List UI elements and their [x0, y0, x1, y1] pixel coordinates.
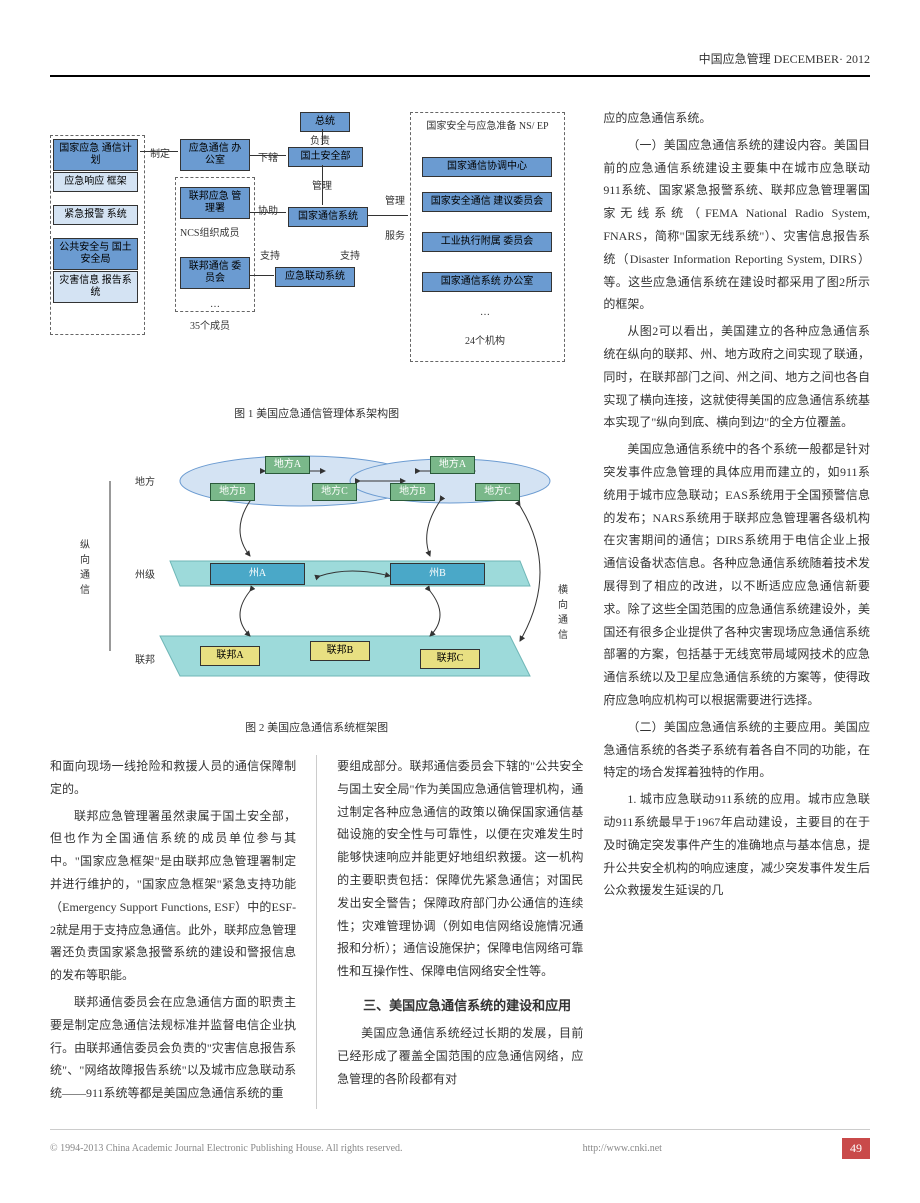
- fig2-label: 州级: [135, 566, 155, 581]
- fig1-box: 国家通信系统: [288, 207, 368, 227]
- fig1-label: 下辖: [258, 149, 278, 164]
- fig2-node: 地方C: [475, 483, 520, 501]
- fig2-node: 地方A: [430, 456, 475, 474]
- fig2-node: 联邦B: [310, 641, 370, 661]
- header-rule: [50, 75, 870, 77]
- fig1-label: 支持: [260, 247, 280, 262]
- paragraph: 联邦通信委员会在应急通信方面的职责主要是制定应急通信法规标准并监督电信企业执行。…: [50, 991, 296, 1105]
- figure-1-diagram: 国家应急 通信计划 应急响应 框架 紧急报警 系统 公共安全与 国土安全局 灾害…: [50, 107, 583, 397]
- fig2-label: 地方: [135, 473, 155, 488]
- figure-2: 地方 州级 联邦 纵向通信 横向通信 地方A 地方B 地方C 地方A 地方B 地…: [50, 441, 583, 735]
- fig2-node: 州B: [390, 563, 485, 585]
- fig2-node: 联邦A: [200, 646, 260, 666]
- copyright-text: © 1994-2013 China Academic Journal Elect…: [50, 1143, 403, 1154]
- text-col-2: 要组成部分。联邦通信委员会下辖的"公共安全与国土安全局"作为美国应急通信管理机构…: [337, 755, 583, 1109]
- fig1-label: 服务: [385, 227, 405, 242]
- figure-2-diagram: 地方 州级 联邦 纵向通信 横向通信 地方A 地方B 地方C 地方A 地方B 地…: [50, 441, 583, 711]
- connector: [368, 215, 408, 216]
- paragraph: 美国应急通信系统中的各个系统一般都是针对突发事件应急管理的具体应用而建立的，如9…: [603, 438, 870, 712]
- fig1-label: 支持: [340, 247, 360, 262]
- column-divider: [316, 755, 317, 1109]
- figure-1-caption: 图 1 美国应急通信管理体系架构图: [50, 405, 583, 421]
- journal-name: 中国应急管理: [699, 52, 771, 66]
- page-container: 中国应急管理 DECEMBER· 2012 国家应急 通信计划 应急响应 框架 …: [0, 0, 920, 1189]
- fig2-label: 纵向通信: [80, 536, 94, 596]
- fig1-box: 公共安全与 国土安全局: [53, 238, 138, 270]
- connector: [250, 155, 286, 156]
- connector: [322, 165, 323, 205]
- fig1-box: 国家通信系统 办公室: [422, 272, 552, 292]
- page-header: 中国应急管理 DECEMBER· 2012: [50, 50, 870, 67]
- fig1-label: NCS组织成员: [180, 224, 239, 239]
- fig1-box: 应急联动系统: [275, 267, 355, 287]
- paragraph: （一）美国应急通信系统的建设内容。美国目前的应急通信系统建设主要集中在城市应急联…: [603, 134, 870, 316]
- fig2-node: 地方A: [265, 456, 310, 474]
- section-heading: 三、美国应急通信系统的建设和应用: [337, 995, 583, 1014]
- fig2-node: 地方B: [210, 483, 255, 501]
- fig1-center-group: [175, 177, 255, 312]
- fig2-node: 地方C: [312, 483, 357, 501]
- fig1-label: 35个成员: [190, 317, 230, 332]
- fig2-node: 联邦C: [420, 649, 480, 669]
- fig1-box: 国家通信协调中心: [422, 157, 552, 177]
- paragraph: 1. 城市应急联动911系统的应用。城市应急联动911系统最早于1967年启动建…: [603, 788, 870, 902]
- fig1-box: 应急通信 办公室: [180, 139, 250, 171]
- fig1-box: 国家应急 通信计划: [53, 139, 138, 171]
- paragraph: 从图2可以看出，美国建立的各种应急通信系统在纵向的联邦、州、地方政府之间实现了联…: [603, 320, 870, 434]
- figure-1: 国家应急 通信计划 应急响应 框架 紧急报警 系统 公共安全与 国土安全局 灾害…: [50, 107, 583, 421]
- fig1-box: 国土安全部: [288, 147, 363, 167]
- paragraph: 和面向现场一线抢险和救援人员的通信保障制定的。: [50, 755, 296, 801]
- fig1-box: 应急响应 框架: [53, 172, 138, 192]
- fig1-box: 国家安全通信 建议委员会: [422, 192, 552, 212]
- text-col-1: 和面向现场一线抢险和救援人员的通信保障制定的。 联邦应急管理署虽然隶属于国土安全…: [50, 755, 296, 1109]
- page-footer: © 1994-2013 China Academic Journal Elect…: [50, 1129, 870, 1159]
- paragraph: 应的应急通信系统。: [603, 107, 870, 130]
- connector: [140, 151, 178, 152]
- connector: [250, 212, 286, 213]
- lower-text-columns: 和面向现场一线抢险和救援人员的通信保障制定的。 联邦应急管理署虽然隶属于国土安全…: [50, 755, 583, 1109]
- fig1-label: 24个机构: [465, 332, 505, 347]
- paragraph: 美国应急通信系统经过长期的发展，目前已经形成了覆盖全国范围的应急通信网络，应急管…: [337, 1022, 583, 1090]
- fig1-label: …: [210, 299, 220, 310]
- connector: [250, 275, 274, 276]
- page-number: 49: [842, 1138, 870, 1159]
- connector: [322, 129, 323, 145]
- fig1-box: 灾害信息 报告系统: [53, 271, 138, 303]
- year: 2012: [846, 52, 870, 66]
- paragraph: 联邦应急管理署虽然隶属于国土安全部，但也作为全国通信系统的成员单位参与其中。"国…: [50, 805, 296, 987]
- fig1-box: 紧急报警 系统: [53, 205, 138, 225]
- footer-url: http://www.cnki.net: [583, 1143, 662, 1154]
- issue: DECEMBER·: [774, 52, 843, 66]
- fig2-svg: [50, 441, 583, 711]
- fig1-label: 制定: [150, 145, 170, 160]
- figure-2-caption: 图 2 美国应急通信系统框架图: [50, 719, 583, 735]
- paragraph: （二）美国应急通信系统的主要应用。美国应急通信系统的各类子系统有着各自不同的功能…: [603, 716, 870, 784]
- fig1-box: 国家安全与应急准备 NS/ EP: [420, 117, 555, 132]
- fig2-node: 州A: [210, 563, 305, 585]
- fig1-label: 协助: [258, 202, 278, 217]
- fig2-node: 地方B: [390, 483, 435, 501]
- fig1-box: 工业执行附属 委员会: [422, 232, 552, 252]
- right-column: 应的应急通信系统。 （一）美国应急通信系统的建设内容。美国目前的应急通信系统建设…: [603, 107, 870, 1109]
- content-area: 国家应急 通信计划 应急响应 框架 紧急报警 系统 公共安全与 国土安全局 灾害…: [50, 107, 870, 1109]
- left-column: 国家应急 通信计划 应急响应 框架 紧急报警 系统 公共安全与 国土安全局 灾害…: [50, 107, 583, 1109]
- fig2-label: 横向通信: [558, 581, 572, 641]
- fig1-box: 总统: [300, 112, 350, 132]
- fig1-label: …: [480, 307, 490, 318]
- paragraph: 要组成部分。联邦通信委员会下辖的"公共安全与国土安全局"作为美国应急通信管理机构…: [337, 755, 583, 983]
- fig1-label: 管理: [385, 192, 405, 207]
- fig1-label: 负责: [310, 132, 330, 147]
- fig2-label: 联邦: [135, 651, 155, 666]
